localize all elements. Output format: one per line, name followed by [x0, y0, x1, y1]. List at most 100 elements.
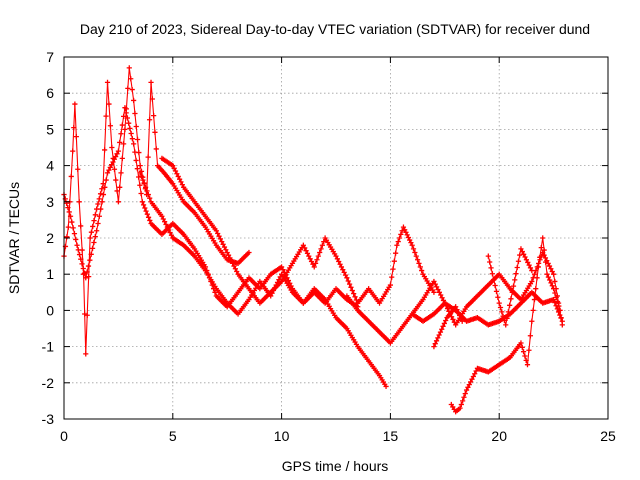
data-point — [540, 235, 546, 241]
data-point — [318, 246, 324, 252]
data-point — [99, 199, 105, 205]
data-point — [512, 277, 518, 283]
data-point — [544, 271, 550, 277]
data-point — [284, 275, 290, 281]
data-point — [399, 228, 405, 234]
data-point — [436, 289, 442, 295]
data-point — [140, 177, 146, 183]
data-point — [523, 357, 529, 363]
data-point — [317, 249, 323, 256]
data-point — [234, 268, 240, 275]
data-point — [217, 236, 223, 242]
data-point — [522, 353, 528, 359]
data-point — [134, 166, 140, 172]
data-point — [310, 261, 316, 267]
data-point — [132, 149, 138, 155]
data-point — [137, 182, 143, 188]
data-point — [128, 130, 134, 137]
data-point — [431, 289, 437, 295]
data-point — [434, 284, 440, 290]
data-point — [132, 110, 138, 117]
data-point — [321, 239, 327, 245]
data-point — [535, 264, 541, 270]
data-point — [455, 309, 461, 316]
data-point — [461, 394, 467, 400]
data-point — [439, 295, 445, 301]
data-point — [458, 315, 464, 321]
data-point — [551, 271, 557, 277]
data-point — [175, 173, 181, 180]
data-point — [533, 286, 539, 292]
data-point — [144, 211, 150, 217]
data-point — [78, 256, 84, 262]
data-point — [393, 250, 399, 256]
data-point — [527, 333, 533, 339]
y-tick-label: 7 — [46, 49, 54, 65]
data-point — [113, 177, 119, 183]
x-tick-label: 25 — [600, 428, 616, 444]
data-point — [64, 234, 70, 240]
data-point — [280, 267, 286, 273]
data-point — [505, 309, 511, 315]
data-point — [313, 260, 319, 266]
data-point — [147, 195, 153, 201]
data-point — [501, 317, 508, 324]
data-point — [307, 256, 313, 262]
data-point — [118, 131, 124, 137]
data-point — [75, 166, 81, 172]
data-point — [419, 267, 425, 274]
data-point — [163, 221, 169, 228]
data-point — [415, 257, 421, 263]
data-point — [457, 405, 463, 411]
data-point — [109, 162, 115, 168]
data-point — [558, 315, 564, 321]
data-point — [113, 153, 119, 160]
data-point — [440, 323, 446, 329]
data-point — [559, 318, 565, 324]
data-point — [121, 141, 127, 147]
data-point — [168, 232, 175, 238]
data-point — [556, 303, 562, 309]
data-point — [500, 313, 506, 319]
data-point — [530, 307, 536, 313]
series-track-4 — [159, 155, 437, 306]
data-point — [119, 155, 125, 161]
data-point — [88, 251, 94, 257]
data-point — [65, 224, 71, 230]
data-point — [472, 371, 478, 377]
data-point — [128, 76, 134, 82]
data-point — [552, 290, 558, 296]
data-point — [394, 242, 400, 248]
data-point — [73, 134, 79, 140]
data-point — [100, 191, 107, 198]
data-point — [230, 260, 236, 266]
data-point — [553, 294, 559, 300]
data-point — [389, 274, 395, 280]
data-point — [131, 141, 137, 147]
data-point — [537, 254, 543, 260]
data-point — [215, 230, 221, 237]
data-point — [410, 246, 417, 252]
data-point — [304, 250, 311, 256]
data-point — [453, 304, 459, 310]
x-tick-label: 20 — [491, 428, 507, 444]
data-point — [100, 181, 106, 187]
data-point — [126, 120, 132, 126]
data-point — [94, 228, 100, 234]
data-point — [527, 265, 534, 271]
data-point — [396, 235, 403, 241]
data-point — [164, 224, 170, 230]
data-point — [114, 151, 120, 157]
data-point — [496, 300, 502, 306]
series-track-7 — [431, 304, 465, 350]
data-point — [524, 362, 531, 368]
data-point — [417, 264, 423, 270]
data-point — [71, 124, 77, 131]
data-point — [546, 263, 553, 269]
series-track-6 — [409, 289, 565, 328]
data-point — [308, 258, 315, 265]
data-point — [172, 168, 179, 174]
y-axis-label: SDTVAR / TECUs — [6, 182, 22, 294]
data-point — [123, 110, 129, 116]
data-point — [520, 349, 527, 355]
